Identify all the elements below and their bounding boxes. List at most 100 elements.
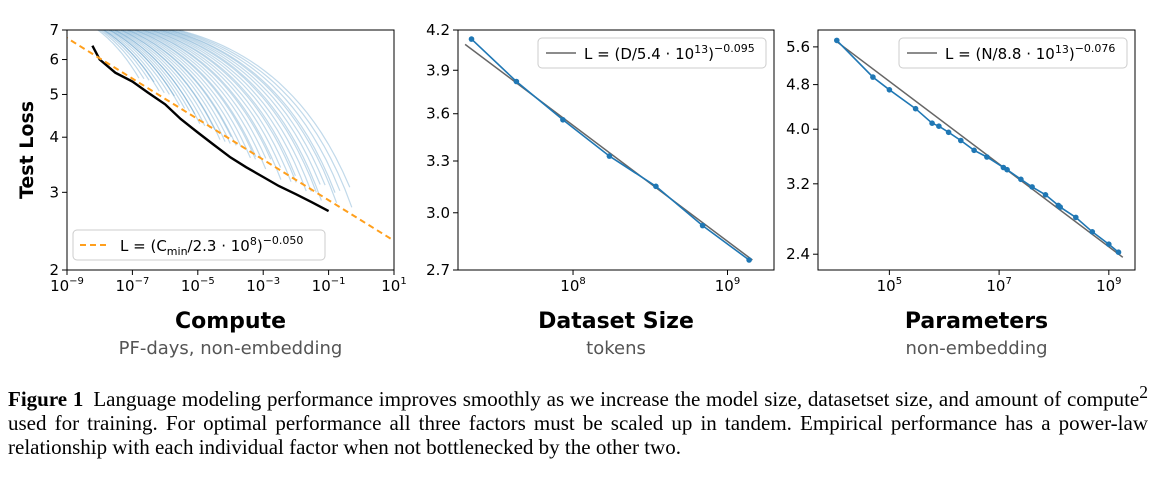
data-series-line	[836, 39, 1120, 253]
x-tick-base: 10	[715, 277, 734, 295]
legend-subscript: min	[167, 245, 188, 258]
training-run-curve	[121, 30, 226, 142]
training-run-curve	[165, 30, 338, 204]
training-run-curve	[148, 30, 297, 183]
y-tick-label: 3.3	[426, 152, 450, 170]
training-run-curve	[163, 30, 326, 186]
plot-frame	[66, 29, 395, 271]
x-tick-label: 10−3	[246, 276, 280, 295]
y-tick-label: 7	[49, 21, 59, 39]
training-run-curve	[102, 30, 155, 83]
y-tick-label: 3.9	[426, 61, 450, 79]
training-run-curve	[173, 30, 353, 208]
training-run-curve	[132, 30, 257, 160]
x-tick-exponent: 7	[1005, 276, 1011, 287]
x-tick-label: 108	[560, 276, 585, 295]
training-run-curve	[133, 30, 257, 158]
plot-area	[67, 30, 394, 242]
x-tick-exponent: 9	[734, 276, 740, 287]
legend-power: −0.095	[714, 42, 755, 55]
x-axis-subtitle: PF-days, non-embedding	[119, 338, 343, 359]
data-point	[746, 257, 752, 263]
data-point	[870, 74, 876, 80]
data-point	[971, 147, 977, 154]
x-axis-title: Compute	[175, 309, 286, 334]
data-point	[653, 183, 659, 190]
training-run-curve	[117, 30, 211, 129]
data-point	[912, 105, 919, 112]
training-run-curve	[128, 30, 242, 148]
y-axis-title: Test Loss	[16, 101, 38, 199]
y-tick-label: 4.2	[426, 21, 450, 39]
plot-frame	[457, 29, 775, 271]
y-tick-label: 5	[49, 85, 59, 103]
training-runs	[96, 30, 353, 208]
y-tick-label: 2	[49, 261, 59, 279]
training-run-curve	[113, 30, 201, 124]
training-run-curve	[140, 30, 272, 160]
data-point	[560, 117, 566, 123]
training-run-curve	[149, 30, 296, 177]
training-run-curve	[107, 30, 175, 97]
x-tick-base: 10	[986, 277, 1005, 295]
training-run-curve	[118, 30, 216, 131]
legend-text-prefix: L = (D/5.4 · 10	[584, 45, 694, 63]
legend-power: −0.050	[263, 234, 304, 247]
caption-footnote: 2	[1139, 382, 1148, 402]
legend: L = (N/8.8 · 1013)−0.076	[898, 37, 1128, 69]
y-tick-label: 4.8	[786, 76, 810, 94]
x-tick-base: 10	[115, 277, 134, 295]
caption-text-2: used for training. For optimal performan…	[8, 411, 1148, 459]
x-tick-exponent: 5	[896, 276, 902, 287]
training-run-curve	[143, 30, 282, 168]
x-tick-label: 109	[715, 276, 740, 295]
training-run-curve	[125, 30, 232, 138]
data-point	[1029, 184, 1035, 190]
data-point	[1042, 192, 1049, 198]
training-run-curve	[170, 30, 341, 192]
data-point	[468, 36, 475, 42]
data-point	[1057, 204, 1063, 210]
data-point	[886, 87, 893, 93]
x-axis-title: Parameters	[905, 309, 1048, 334]
caption-label: Figure 1	[8, 387, 84, 411]
x-tick-exponent: 9	[1115, 276, 1121, 287]
legend-label: L = (Cmin/2.3 · 108)−0.050	[120, 234, 303, 258]
x-axis-subtitle: non-embedding	[905, 338, 1047, 359]
data-point	[1004, 166, 1010, 173]
training-run-curve	[112, 30, 196, 115]
plot-frame	[817, 29, 1136, 271]
y-tick-label: 4	[49, 128, 59, 146]
legend-power: −0.076	[1075, 42, 1116, 55]
training-run-curve	[100, 30, 150, 81]
training-run-curve	[152, 30, 307, 192]
legend-close-paren: )	[1069, 45, 1075, 63]
x-tick-label: 10−1	[312, 276, 346, 295]
x-tick-base: 10	[50, 277, 69, 295]
legend-box	[898, 37, 1128, 69]
x-tick-base: 10	[312, 277, 331, 295]
training-run-curve	[158, 30, 322, 201]
legend-text-prefix: L = (N/8.8 · 10	[945, 45, 1055, 63]
x-tick-label: 109	[1096, 276, 1121, 295]
x-tick-base: 10	[181, 277, 200, 295]
y-tick-label: 2.7	[426, 261, 450, 279]
training-run-curve	[154, 30, 312, 192]
data-point	[929, 120, 935, 126]
legend-label: L = (D/5.4 · 1013)−0.095	[584, 42, 755, 63]
x-tick-exponent: −5	[200, 276, 215, 287]
data-point	[945, 129, 952, 136]
x-tick-exponent: −7	[135, 276, 150, 287]
x-tick-label: 10−5	[181, 276, 215, 295]
x-tick-base: 10	[560, 277, 579, 295]
training-run-curve	[135, 30, 267, 170]
compute-chart: 10−9 10−7 10−5 10−3 10−1 101765432ComputePF-d…	[16, 21, 407, 359]
y-tick-label: 3.6	[426, 105, 450, 123]
training-run-curve	[141, 30, 282, 180]
x-tick-exponent: −3	[265, 276, 280, 287]
x-tick-base: 10	[1096, 277, 1115, 295]
training-run-curve	[104, 30, 165, 94]
x-tick-label: 107	[986, 276, 1011, 295]
power-law-fit-line	[836, 41, 1124, 258]
